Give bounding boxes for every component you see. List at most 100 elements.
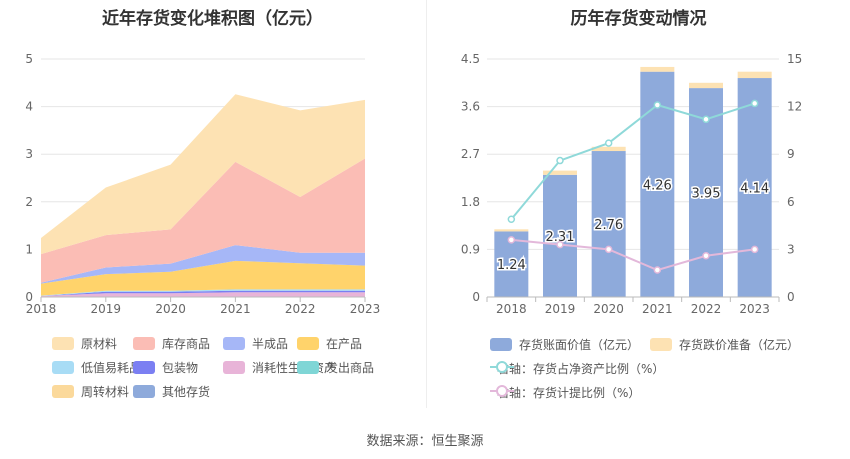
bar: [591, 146, 626, 152]
line-point: [507, 236, 516, 244]
legend-swatch: [52, 385, 74, 398]
y-tick-label: 4.5: [461, 52, 480, 66]
line-右轴：存货计提比例（%）: [511, 238, 755, 272]
y-tick-label: 4: [25, 100, 33, 114]
y2-tick-label: 15: [787, 52, 802, 66]
legend-label: 周转材料: [81, 385, 130, 399]
x-tick-label: 2020: [593, 302, 624, 316]
y-tick-label: 2.7: [461, 147, 480, 161]
y-tick-label: 5: [25, 52, 33, 66]
line-point: [702, 251, 710, 260]
area-消耗性生物资产: [41, 292, 365, 297]
legend-swatch: [297, 361, 319, 374]
legend-label: 右轴：存货计提比例（%）: [497, 386, 641, 400]
y-tick-label: 1: [25, 242, 33, 256]
line-point: [556, 156, 564, 165]
legend-item[interactable]: 原材料: [52, 335, 117, 352]
legend-item[interactable]: 在产品: [297, 335, 362, 352]
x-tick-label: 2021: [642, 302, 673, 316]
legend-swatch: [52, 337, 74, 350]
line-右轴：存货占净资产比例（%）: [510, 102, 755, 220]
legend-swatch: [297, 337, 319, 350]
legend-label: 包装物: [162, 361, 199, 375]
legend-item[interactable]: 存货账面价值（亿元）: [490, 336, 639, 353]
legend-item[interactable]: 发出商品: [297, 359, 374, 376]
y-tick-label: 0: [25, 290, 33, 304]
legend-item[interactable]: 低值易耗品: [52, 359, 141, 376]
x-tick-label: 2021: [220, 302, 251, 316]
stacked-area-chart: 0 1 2 3 4 5 2018 2019 2020 2021 2022 2023: [25, 52, 381, 316]
bar: [689, 82, 723, 89]
x-tick-label: 2018: [496, 302, 527, 316]
bar: [737, 71, 772, 79]
legend-item[interactable]: 其他存货: [133, 383, 210, 400]
line-point: [604, 245, 613, 254]
legend-item[interactable]: 半成品: [223, 335, 288, 352]
legend-item[interactable]: 库存商品: [133, 335, 210, 352]
bar: [737, 78, 772, 297]
x-tick-label: 2022: [691, 302, 722, 316]
bar-value-label: 1.24: [497, 258, 526, 273]
line-point: [750, 99, 759, 108]
area-半成品: [41, 245, 365, 284]
bar-value-label: 2.31: [546, 230, 575, 245]
legend-swatch: [650, 338, 672, 351]
legend-item[interactable]: 右轴：存货占净资产比例（%）: [490, 360, 664, 377]
bar: [640, 66, 675, 72]
data-source-note: 数据来源：恒生聚源: [366, 434, 484, 449]
legend-label: 半成品: [252, 337, 289, 351]
legend-swatch: [223, 337, 245, 350]
x-tick-label: 2018: [26, 302, 57, 316]
y2-tick-label: 9: [787, 147, 795, 161]
line-point: [507, 215, 516, 224]
x-tick-label: 2022: [285, 302, 316, 316]
y-tick-label: 0.9: [461, 242, 480, 256]
y-tick-label: 3: [25, 147, 33, 161]
bar-line-chart: 0 0.9 1.8 2.7 3.6 4.5 0 3 6 9 12 15 1.24 2.31 2.76 4.26…: [461, 52, 802, 316]
x-tick-label: 2023: [739, 302, 770, 316]
area-在产品: [41, 260, 365, 296]
bar-value-label: 2.76: [594, 218, 623, 233]
legend-label: 库存商品: [162, 337, 211, 351]
bar: [543, 174, 577, 297]
legend-line-icon: [490, 385, 514, 397]
area-包装物: [41, 290, 365, 297]
y-tick-label: 3.6: [461, 100, 480, 114]
bar-value-label: 3.95: [692, 187, 721, 202]
legend-swatch: [52, 361, 74, 374]
legend-swatch: [133, 361, 155, 374]
x-tick-label: 2019: [91, 302, 122, 316]
area-库存商品: [41, 158, 365, 283]
legend-item[interactable]: 存货跌价准备（亿元）: [650, 336, 799, 353]
legend-item[interactable]: 包装物: [133, 359, 198, 376]
line-point: [556, 240, 564, 249]
legend-label: 发出商品: [326, 361, 375, 375]
legend-marker: [496, 361, 508, 373]
bar: [494, 229, 529, 232]
y2-tick-label: 12: [787, 100, 802, 114]
bar-value-label: 4.26: [643, 178, 672, 193]
legend-label: 其他存货: [162, 385, 211, 399]
bar: [543, 170, 577, 175]
panel-divider: [426, 0, 427, 408]
legend-item[interactable]: 周转材料: [52, 383, 129, 400]
legend-swatch: [133, 337, 155, 350]
y-tick-label: 1.8: [461, 195, 480, 209]
area-原材料: [41, 94, 365, 255]
legend-label: 原材料: [81, 337, 118, 351]
x-tick-label: 2019: [545, 302, 576, 316]
legend-swatch: [490, 338, 512, 351]
legend-label: 存货跌价准备（亿元）: [679, 338, 800, 352]
line-point: [750, 245, 759, 254]
legend-line-icon: [490, 361, 514, 373]
line-point: [653, 101, 662, 109]
bar: [591, 151, 626, 297]
y2-tick-label: 6: [787, 195, 795, 209]
x-tick-label: 2023: [350, 302, 381, 316]
area-低值易耗品: [41, 289, 365, 297]
line-point: [653, 266, 662, 274]
legend-label: 存货账面价值（亿元）: [519, 338, 640, 352]
bar-value-label: 4.14: [740, 182, 769, 197]
line-point: [604, 139, 613, 147]
legend-item[interactable]: 右轴：存货计提比例（%）: [490, 384, 640, 401]
